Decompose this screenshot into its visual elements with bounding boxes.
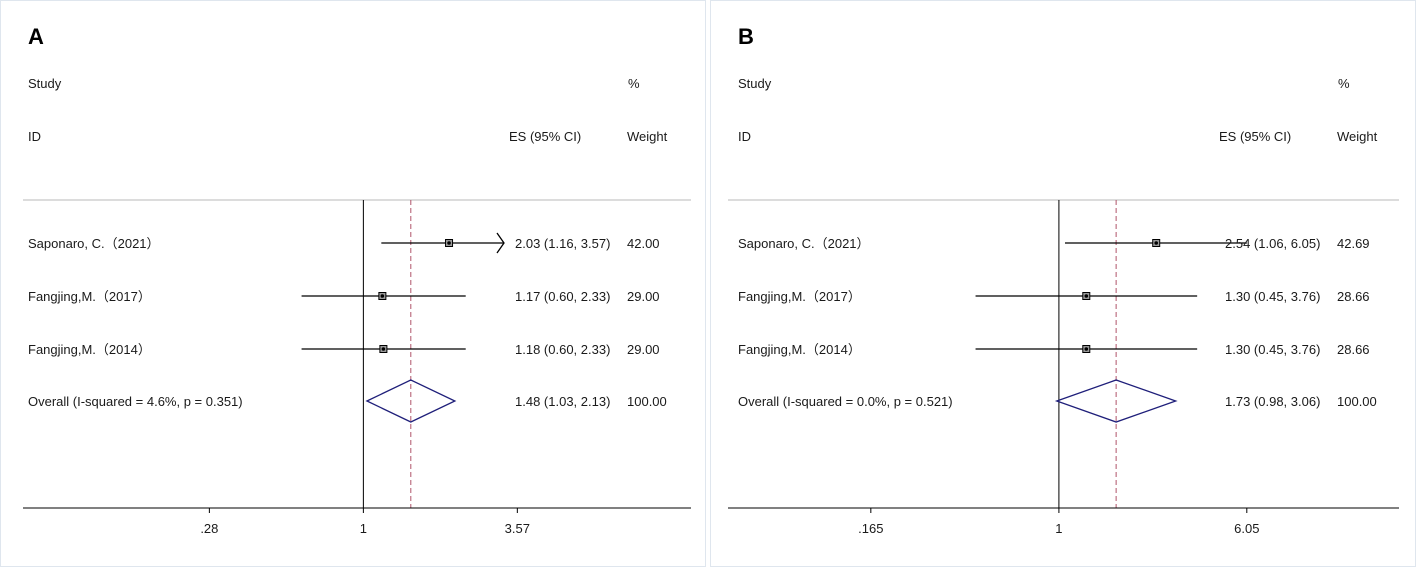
x-tick-label: 6.05 xyxy=(1234,521,1259,536)
point-estimate xyxy=(381,347,386,351)
forest-plot-panel-b: B Study ID ES (95% CI)% Weight Saponaro, C.（2… xyxy=(710,0,1416,567)
header-percent: % xyxy=(628,76,640,91)
study-label: Fangjing,M.（2014） xyxy=(738,342,861,357)
overall-label: Overall (I-squared = 4.6%, p = 0.351) xyxy=(28,394,243,409)
forest-plot-panel-a: A Study ID ES (95% CI)% Weight Saponaro, C.（2… xyxy=(0,0,706,567)
overall-label: Overall (I-squared = 0.0%, p = 0.521) xyxy=(738,394,953,409)
study-label: Fangjing,M.（2017） xyxy=(738,289,861,304)
header-id: ID xyxy=(738,129,751,144)
header-study: Study xyxy=(28,76,62,91)
panel-letter: B xyxy=(738,24,754,49)
header-es-ci: ES (95% CI) xyxy=(509,129,581,144)
study-weight: 29.00 xyxy=(627,342,660,357)
study-label: Saponaro, C.（2021） xyxy=(738,236,870,251)
overall-es-ci: 1.73 (0.98, 3.06) xyxy=(1225,394,1320,409)
study-es-ci: 2.03 (1.16, 3.57) xyxy=(515,236,610,251)
point-estimate xyxy=(380,294,385,298)
panel-letter: A xyxy=(28,24,44,49)
x-tick-label: 1 xyxy=(360,521,367,536)
overall-diamond xyxy=(365,379,457,423)
overall-es-ci: 1.48 (1.03, 2.13) xyxy=(515,394,610,409)
forest-plot-b-svg: B Study ID ES (95% CI)% Weight Saponaro, C.（2… xyxy=(728,24,1399,536)
header-es-ci: ES (95% CI) xyxy=(1219,129,1291,144)
study-weight: 42.69 xyxy=(1337,236,1370,251)
header-study: Study xyxy=(738,76,772,91)
x-tick-label: 1 xyxy=(1055,521,1062,536)
header-percent: % xyxy=(1338,76,1350,91)
x-tick-label: 3.57 xyxy=(505,521,530,536)
point-estimate xyxy=(1084,347,1089,351)
study-weight: 28.66 xyxy=(1337,342,1370,357)
overall-diamond xyxy=(1054,379,1178,423)
forest-plot-a-svg: A Study ID ES (95% CI)% Weight Saponaro, C.（2… xyxy=(23,24,691,536)
header-weight: Weight xyxy=(1337,129,1378,144)
study-label: Fangjing,M.（2014） xyxy=(28,342,151,357)
study-weight: 28.66 xyxy=(1337,289,1370,304)
overall-weight: 100.00 xyxy=(1337,394,1377,409)
study-weight: 29.00 xyxy=(627,289,660,304)
header-id: ID xyxy=(28,129,41,144)
ci-arrow xyxy=(496,232,505,254)
point-estimate xyxy=(1084,294,1089,298)
point-estimate xyxy=(1154,241,1159,245)
study-es-ci: 1.17 (0.60, 2.33) xyxy=(515,289,610,304)
study-label: Saponaro, C.（2021） xyxy=(28,236,160,251)
study-label: Fangjing,M.（2017） xyxy=(28,289,151,304)
x-tick-label: .165 xyxy=(858,521,883,536)
study-es-ci: 1.18 (0.60, 2.33) xyxy=(515,342,610,357)
study-weight: 42.00 xyxy=(627,236,660,251)
x-tick-label: .28 xyxy=(200,521,218,536)
study-es-ci: 1.30 (0.45, 3.76) xyxy=(1225,289,1320,304)
study-es-ci: 1.30 (0.45, 3.76) xyxy=(1225,342,1320,357)
header-weight: Weight xyxy=(627,129,668,144)
study-es-ci: 2.54 (1.06, 6.05) xyxy=(1225,236,1320,251)
overall-weight: 100.00 xyxy=(627,394,667,409)
point-estimate xyxy=(447,241,451,245)
